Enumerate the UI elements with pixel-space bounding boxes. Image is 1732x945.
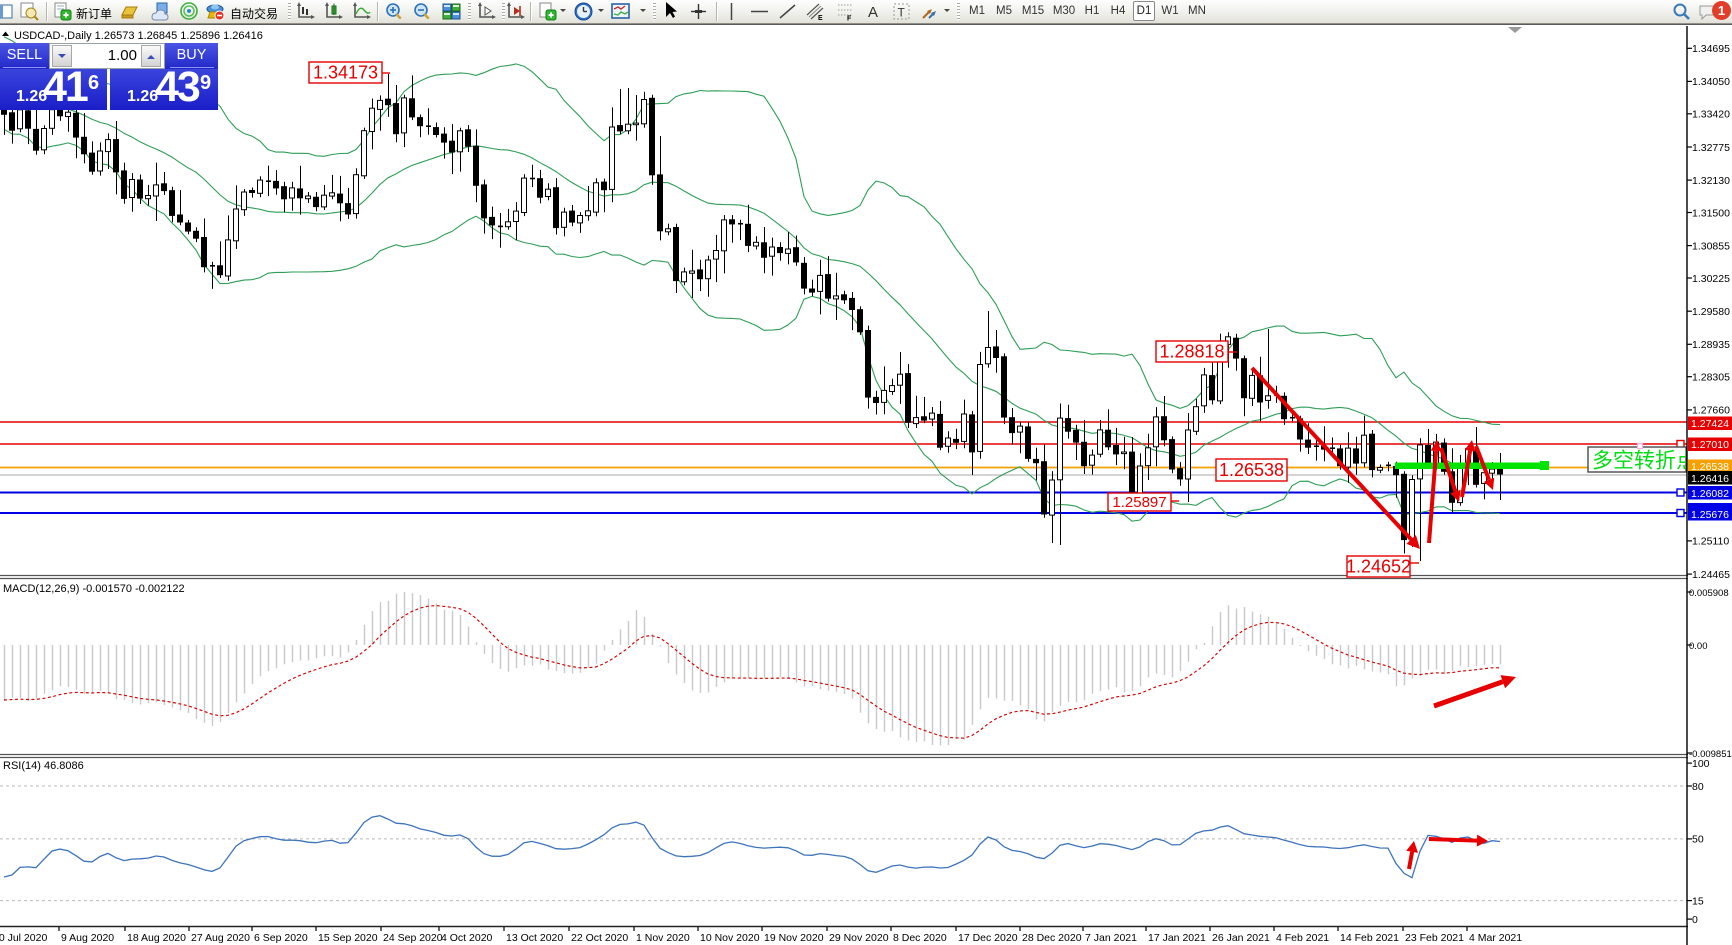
svg-text:1.26082: 1.26082 [1691, 488, 1729, 500]
svg-text:1.27010: 1.27010 [1691, 439, 1729, 451]
svg-text:18 Aug 2020: 18 Aug 2020 [127, 932, 186, 944]
svg-text:T: T [898, 6, 906, 20]
svg-text:4 Mar 2021: 4 Mar 2021 [1469, 932, 1522, 944]
svg-text:1.31500: 1.31500 [1692, 207, 1730, 219]
svg-text:1.28935: 1.28935 [1692, 339, 1730, 351]
svg-text:1.33420: 1.33420 [1692, 109, 1730, 121]
svg-text:17 Dec 2020: 17 Dec 2020 [958, 932, 1018, 944]
svg-text:F: F [847, 16, 852, 22]
svg-text:1.24465: 1.24465 [1692, 569, 1730, 581]
svg-text:4 Feb 2021: 4 Feb 2021 [1276, 932, 1329, 944]
svg-text:23 Feb 2021: 23 Feb 2021 [1405, 932, 1464, 944]
svg-text:1.32775: 1.32775 [1692, 142, 1730, 154]
svg-text:17 Jan 2021: 17 Jan 2021 [1148, 932, 1206, 944]
svg-text:1.34050: 1.34050 [1692, 76, 1730, 88]
svg-text:1.26538: 1.26538 [1691, 461, 1729, 473]
svg-text:0.005908: 0.005908 [1689, 588, 1729, 599]
svg-text:9 Aug 2020: 9 Aug 2020 [61, 932, 114, 944]
svg-text:28 Dec 2020: 28 Dec 2020 [1022, 932, 1082, 944]
svg-text:0.00: 0.00 [1689, 641, 1708, 652]
svg-text:1.24652: 1.24652 [1346, 557, 1411, 577]
svg-text:13 Oct 2020: 13 Oct 2020 [506, 932, 563, 944]
svg-text:MACD(12,26,9) -0.001570 -0.002: MACD(12,26,9) -0.001570 -0.002122 [3, 583, 185, 595]
svg-text:50: 50 [1692, 834, 1704, 846]
svg-text:100: 100 [1692, 758, 1710, 770]
svg-text:1.27424: 1.27424 [1691, 418, 1729, 430]
svg-text:1.26538: 1.26538 [1219, 460, 1284, 480]
svg-text:1.32130: 1.32130 [1692, 175, 1730, 187]
svg-text:1.25676: 1.25676 [1691, 509, 1729, 521]
svg-text:8 Dec 2020: 8 Dec 2020 [893, 932, 947, 944]
svg-text:USDCAD-,Daily 1.26573 1.26845: USDCAD-,Daily 1.26573 1.26845 1.25896 1.… [14, 30, 263, 42]
svg-text:29 Nov 2020: 29 Nov 2020 [829, 932, 889, 944]
svg-text:14 Feb 2021: 14 Feb 2021 [1340, 932, 1399, 944]
svg-text:RSI(14) 46.8086: RSI(14) 46.8086 [3, 760, 84, 772]
svg-text:4 Oct 2020: 4 Oct 2020 [441, 932, 493, 944]
svg-text:1 Nov 2020: 1 Nov 2020 [636, 932, 690, 944]
svg-text:26 Jan 2021: 26 Jan 2021 [1212, 932, 1270, 944]
svg-text:15 Sep 2020: 15 Sep 2020 [318, 932, 378, 944]
svg-text:22 Oct 2020: 22 Oct 2020 [571, 932, 628, 944]
svg-text:80: 80 [1692, 781, 1704, 793]
svg-text:30 Jul 2020: 30 Jul 2020 [0, 932, 47, 944]
svg-text:1.29580: 1.29580 [1692, 306, 1730, 318]
svg-text:1.25897: 1.25897 [1112, 494, 1166, 511]
svg-text:1.34695: 1.34695 [1692, 43, 1730, 55]
svg-text:6 Sep 2020: 6 Sep 2020 [254, 932, 308, 944]
svg-text:1.28818: 1.28818 [1159, 342, 1224, 362]
svg-text:多空转折点: 多空转折点 [1592, 450, 1697, 473]
svg-text:1.30855: 1.30855 [1692, 240, 1730, 252]
svg-text:0: 0 [1692, 914, 1698, 926]
svg-text:1.25110: 1.25110 [1692, 536, 1729, 548]
svg-text:A: A [868, 4, 878, 21]
svg-text:1.27660: 1.27660 [1692, 405, 1730, 417]
svg-text:E: E [818, 15, 823, 21]
svg-text:10 Nov 2020: 10 Nov 2020 [700, 932, 760, 944]
svg-text:15: 15 [1692, 895, 1704, 907]
svg-text:1.28305: 1.28305 [1692, 372, 1730, 384]
svg-text:27 Aug 2020: 27 Aug 2020 [191, 932, 250, 944]
svg-text:1.26416: 1.26416 [1691, 473, 1729, 485]
svg-text:7 Jan 2021: 7 Jan 2021 [1085, 932, 1137, 944]
svg-text:24 Sep 2020: 24 Sep 2020 [383, 932, 443, 944]
svg-text:1.34173: 1.34173 [313, 63, 378, 83]
svg-text:-0.009851: -0.009851 [1689, 749, 1732, 760]
svg-text:1.30225: 1.30225 [1692, 273, 1730, 285]
svg-text:19 Nov 2020: 19 Nov 2020 [764, 932, 824, 944]
